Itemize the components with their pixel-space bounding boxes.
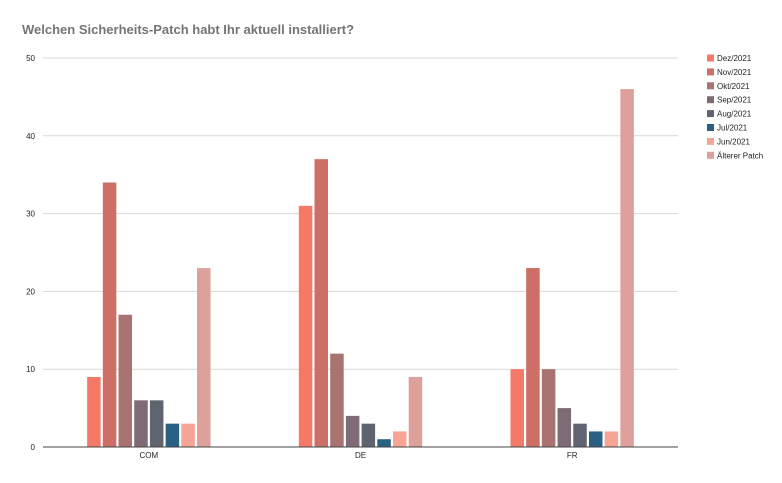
bar-com-4: [134, 400, 148, 447]
legend-swatch: [707, 151, 714, 159]
chart-title: Welchen Sicherheits-Patch habt Ihr aktue…: [22, 22, 355, 37]
legend-swatch: [707, 68, 714, 76]
legend-label: Aug/2021: [717, 110, 752, 119]
bar-fr-4: [557, 408, 572, 447]
legend-label: Älterer Patch: [717, 151, 763, 160]
bars: [87, 89, 634, 448]
bar-de-1: [298, 205, 313, 447]
y-tick-label: 30: [26, 210, 35, 219]
x-tick-label: DE: [355, 451, 366, 460]
bar-com-1: [87, 376, 101, 447]
x-tick-label: COM: [139, 451, 158, 460]
legend-label: Okt/2021: [717, 82, 750, 91]
bar-com-8: [197, 268, 211, 447]
bar-de-2: [314, 159, 328, 447]
bar-de-7: [393, 431, 407, 447]
y-tick-label: 40: [26, 132, 35, 141]
x-axis-ticks: COM DE FR: [139, 451, 577, 460]
legend-label: Nov/2021: [717, 68, 752, 77]
bar-com-6: [165, 423, 180, 447]
bar-fr-5: [573, 423, 587, 447]
bar-fr-8: [620, 89, 634, 448]
bar-com-5: [149, 400, 164, 447]
x-tick-label: FR: [567, 451, 578, 460]
bar-fr-2: [526, 268, 540, 447]
bar-fr-7: [604, 431, 619, 447]
legend-swatch: [707, 124, 714, 131]
legend-swatch: [707, 137, 714, 145]
bar-de-3: [330, 353, 344, 447]
y-tick-label: 10: [26, 365, 35, 374]
y-tick-label: 0: [31, 443, 36, 452]
legend-swatch: [707, 54, 714, 62]
y-tick-label: 20: [26, 287, 35, 296]
legend-swatch: [707, 96, 714, 104]
bar-fr-6: [588, 431, 603, 447]
gridlines: [43, 57, 678, 370]
y-tick-label: 50: [26, 54, 35, 63]
bar-com-7: [181, 423, 195, 447]
y-axis-ticks: 0 10 20 30 40 50: [26, 54, 35, 452]
bar-de-4: [345, 415, 360, 447]
legend-swatch: [707, 110, 714, 118]
bar-de-6: [377, 439, 391, 447]
legend: Dez/2021 Nov/2021 Okt/2021 Sep/2021 Aug/2021…: [707, 54, 763, 160]
legend-label: Jun/2021: [717, 137, 750, 146]
bar-de-8: [408, 376, 423, 447]
legend-label: Sep/2021: [717, 96, 752, 105]
bar-com-2: [102, 182, 117, 448]
bar-com-3: [118, 314, 133, 447]
legend-label: Dez/2021: [717, 54, 752, 63]
legend-swatch: [707, 82, 714, 90]
bar-fr-3: [541, 369, 556, 447]
bar-fr-1: [510, 369, 524, 447]
bar-de-5: [361, 423, 376, 447]
legend-label: Jul/2021: [717, 124, 748, 133]
